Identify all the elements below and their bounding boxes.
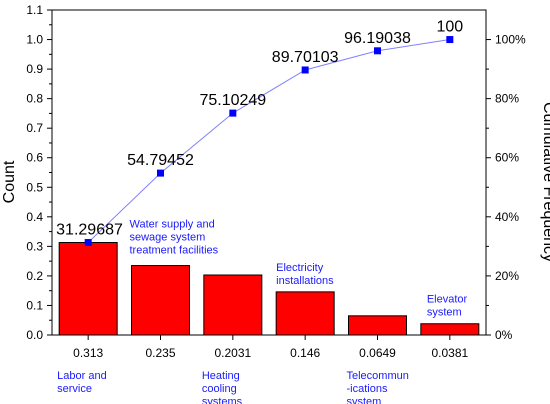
y2-tick-label: 60% (495, 151, 519, 165)
y2-axis-title: Cumulative Frequency (540, 102, 550, 262)
bar (275, 291, 335, 336)
axes: 0.0 0.1 0.2 0.3 0.4 0.5 0.6 0.7 0.8 0.9 1.0 1.1 0% 20… (26, 3, 526, 360)
cumulative-marker (157, 169, 164, 177)
y-tick-label: 0.6 (26, 151, 43, 165)
x-tick-label: 0.2031 (214, 346, 251, 360)
category-annotation-line: systems (202, 396, 243, 404)
x-tick-label: 0.235 (145, 346, 175, 360)
cumulative-marker (374, 47, 381, 55)
cumulative-value-label: 31.29687 (56, 222, 123, 239)
x-tick-label: 0.313 (73, 346, 103, 360)
category-annotation-line: treatment facilities (130, 245, 219, 257)
y-tick-label: 0.0 (26, 328, 43, 342)
cumulative-value-label: 89.70103 (272, 49, 339, 66)
cumulative-value-label: 96.19038 (344, 30, 411, 47)
y-tick-label: 0.3 (26, 239, 43, 253)
cumulative-marker (446, 36, 454, 44)
y2-tick-label: 80% (495, 92, 519, 106)
y-tick-label: 1.1 (26, 3, 43, 17)
cumulative-value-label: 54.79452 (127, 152, 194, 169)
category-annotation-line: cooling (202, 383, 237, 395)
y-tick-label: 0.9 (26, 62, 43, 76)
cumulative-value-label: 75.10249 (199, 92, 266, 109)
y2-tick-label: 100% (495, 33, 526, 47)
y-tick-label: 1.0 (26, 33, 43, 47)
y-tick-label: 0.7 (26, 121, 43, 135)
cumulative-value-label: 100 (436, 19, 463, 36)
category-annotation-line: installations (276, 275, 334, 287)
category-annotation-line: system (427, 307, 462, 319)
category-annotation-line: Labor and (57, 370, 107, 382)
cumulative-marker (229, 109, 237, 117)
category-annotation-line: Elevator (427, 294, 468, 306)
category-annotation-line: Water supply and (130, 219, 215, 231)
cumulative-marker (84, 239, 92, 247)
y-tick-label: 0.8 (26, 92, 43, 106)
bar (58, 242, 118, 336)
category-annotation-line: Telecommun (347, 370, 409, 382)
y2-tick-label: 0% (495, 328, 513, 342)
bar (203, 274, 263, 336)
category-annotation-line: service (57, 383, 92, 395)
category-annotation-line: system (347, 396, 382, 404)
y2-tick-label: 40% (495, 210, 519, 224)
x-tick-label: 0.0649 (359, 346, 396, 360)
y-tick-label: 0.1 (26, 298, 43, 312)
cumulative-line-group: 31.29687 54.79452 75.10249 89.70103 96.19038… (56, 19, 463, 247)
bar (420, 323, 480, 336)
y2-tick-label: 20% (495, 269, 519, 283)
y-tick-label: 0.2 (26, 269, 43, 283)
y-tick-label: 0.5 (26, 180, 43, 194)
bar (348, 315, 407, 336)
category-annotation-line: Electricity (276, 262, 324, 274)
y-tick-label: 0.4 (26, 210, 43, 224)
x-tick-label: 0.146 (290, 346, 320, 360)
category-annotation-line: Heating (202, 370, 240, 382)
y-axis-title: Count (1, 160, 18, 203)
bar (131, 265, 190, 336)
category-annotation-line: -ications (347, 383, 388, 395)
cumulative-line (87, 39, 450, 243)
category-annotation-line: sewage system (130, 232, 206, 244)
x-tick-label: 0.0381 (431, 346, 468, 360)
bars (58, 242, 480, 336)
cumulative-marker (301, 66, 309, 74)
